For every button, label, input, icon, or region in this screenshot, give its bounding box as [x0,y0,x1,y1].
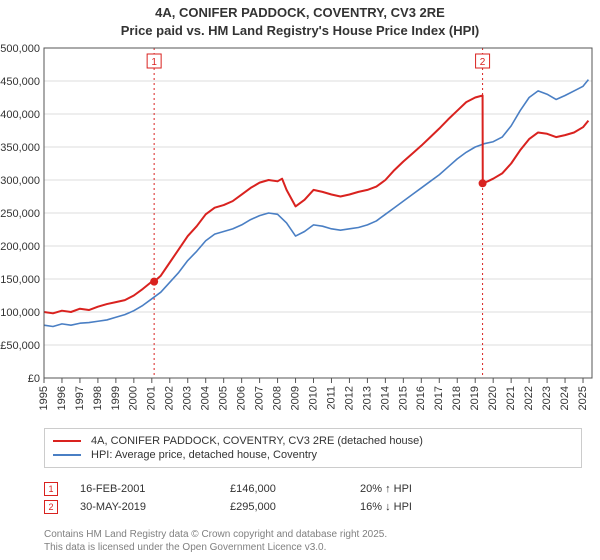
legend-item: 4A, CONIFER PADDOCK, COVENTRY, CV3 2RE (… [53,435,573,447]
svg-text:2015: 2015 [397,386,409,410]
svg-text:2001: 2001 [146,386,158,410]
svg-text:£450,000: £450,000 [0,76,40,88]
svg-text:2025: 2025 [577,386,589,410]
svg-text:1997: 1997 [74,386,86,410]
footnote-line-2: This data is licensed under the Open Gov… [44,542,326,553]
svg-text:2: 2 [480,57,486,68]
footnote: Contains HM Land Registry data © Crown c… [44,528,564,554]
svg-text:2008: 2008 [271,386,283,410]
svg-text:1: 1 [151,57,157,68]
line-chart: £0 £50,000 £100,000 £150,000 £200,000 £250,00… [0,42,600,422]
legend-swatch [53,454,81,456]
svg-text:1996: 1996 [56,386,68,410]
svg-text:2010: 2010 [307,386,319,410]
svg-text:2003: 2003 [182,386,194,410]
transaction-date: 30-MAY-2019 [80,501,230,513]
svg-text:2009: 2009 [289,386,301,410]
svg-text:2024: 2024 [559,386,571,410]
svg-text:1998: 1998 [92,386,104,410]
svg-text:2007: 2007 [254,386,266,410]
legend: 4A, CONIFER PADDOCK, COVENTRY, CV3 2RE (… [44,428,582,468]
svg-text:£500,000: £500,000 [0,43,40,55]
svg-text:£350,000: £350,000 [0,142,40,154]
transaction-row: 2 30-MAY-2019£295,00016% ↓ HPI [44,500,564,514]
svg-text:£0: £0 [28,373,40,385]
svg-text:£300,000: £300,000 [0,175,40,187]
svg-text:£200,000: £200,000 [0,241,40,253]
svg-text:2004: 2004 [200,386,212,410]
svg-text:2013: 2013 [361,386,373,410]
transaction-row: 1 16-FEB-2001£146,00020% ↑ HPI [44,482,564,496]
svg-text:2019: 2019 [469,386,481,410]
legend-item: HPI: Average price, detached house, Cove… [53,449,573,461]
transaction-hpi: 20% ↑ HPI [360,483,480,495]
transaction-date: 16-FEB-2001 [80,483,230,495]
transaction-marker: 2 [44,500,58,514]
svg-text:2002: 2002 [164,386,176,410]
legend-swatch [53,440,81,442]
svg-text:2017: 2017 [433,386,445,410]
svg-text:£100,000: £100,000 [0,307,40,319]
svg-text:2012: 2012 [343,386,355,410]
transaction-hpi: 16% ↓ HPI [360,501,480,513]
svg-text:2020: 2020 [487,386,499,410]
svg-text:2000: 2000 [128,386,140,410]
svg-text:2011: 2011 [325,386,337,410]
title-line-2: Price paid vs. HM Land Registry's House … [0,22,600,40]
svg-text:2018: 2018 [451,386,463,410]
svg-text:£150,000: £150,000 [0,274,40,286]
svg-text:2023: 2023 [541,386,553,410]
transaction-marker: 1 [44,482,58,496]
svg-text:1995: 1995 [38,386,50,410]
svg-text:£250,000: £250,000 [0,208,40,220]
footnote-line-1: Contains HM Land Registry data © Crown c… [44,529,387,540]
chart-title: 4A, CONIFER PADDOCK, COVENTRY, CV3 2RE P… [0,0,600,39]
svg-text:2021: 2021 [505,386,517,410]
chart-container: 4A, CONIFER PADDOCK, COVENTRY, CV3 2RE P… [0,0,600,560]
svg-text:2016: 2016 [415,386,427,410]
transaction-price: £146,000 [230,483,360,495]
title-line-1: 4A, CONIFER PADDOCK, COVENTRY, CV3 2RE [0,4,600,22]
transaction-price: £295,000 [230,501,360,513]
svg-text:2005: 2005 [218,386,230,410]
svg-text:2006: 2006 [236,386,248,410]
svg-text:1999: 1999 [110,386,122,410]
legend-label: HPI: Average price, detached house, Cove… [91,449,317,461]
svg-text:£50,000: £50,000 [0,340,40,352]
svg-text:2014: 2014 [379,386,391,410]
legend-label: 4A, CONIFER PADDOCK, COVENTRY, CV3 2RE (… [91,435,423,447]
transaction-table: 1 16-FEB-2001£146,00020% ↑ HPI 2 30-MAY-201… [44,478,564,518]
svg-text:£400,000: £400,000 [0,109,40,121]
svg-text:2022: 2022 [523,386,535,410]
